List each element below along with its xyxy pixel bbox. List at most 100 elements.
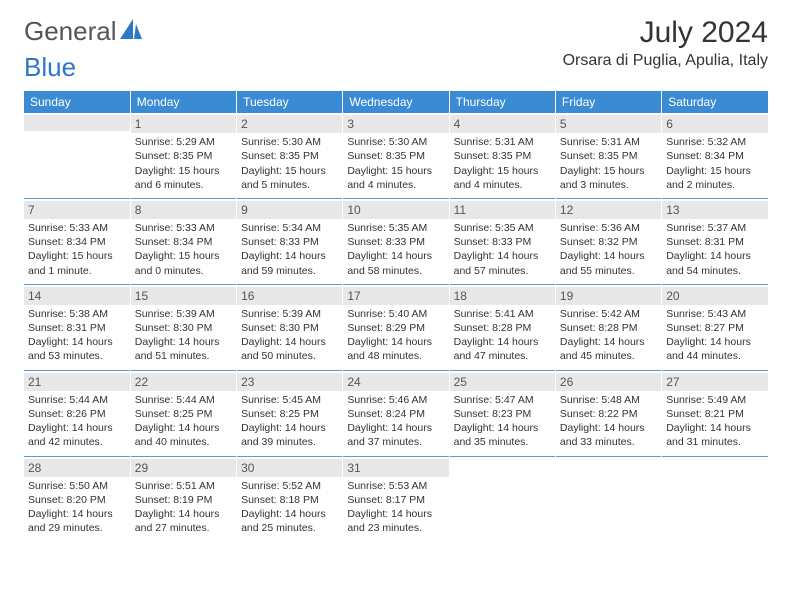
weekday-header-row: Sunday Monday Tuesday Wednesday Thursday… bbox=[24, 91, 768, 113]
day-number: 2 bbox=[237, 115, 342, 133]
sunset-text: Sunset: 8:25 PM bbox=[135, 407, 232, 421]
sunrise-text: Sunrise: 5:46 AM bbox=[347, 393, 444, 407]
sunrise-text: Sunrise: 5:51 AM bbox=[135, 479, 232, 493]
day-number: 27 bbox=[662, 373, 768, 391]
calendar-cell: 26Sunrise: 5:48 AMSunset: 8:22 PMDayligh… bbox=[555, 370, 661, 456]
sunset-text: Sunset: 8:23 PM bbox=[454, 407, 551, 421]
calendar-cell: 15Sunrise: 5:39 AMSunset: 8:30 PMDayligh… bbox=[130, 284, 236, 370]
sunrise-text: Sunrise: 5:47 AM bbox=[454, 393, 551, 407]
day-number: 26 bbox=[556, 373, 661, 391]
daylight-text: Daylight: 14 hours and 40 minutes. bbox=[135, 421, 232, 449]
sunrise-text: Sunrise: 5:44 AM bbox=[135, 393, 232, 407]
blank-day bbox=[24, 115, 130, 131]
day-number: 5 bbox=[556, 115, 661, 133]
sunset-text: Sunset: 8:32 PM bbox=[560, 235, 657, 249]
day-number: 1 bbox=[131, 115, 236, 133]
calendar-cell: 12Sunrise: 5:36 AMSunset: 8:32 PMDayligh… bbox=[555, 198, 661, 284]
sunrise-text: Sunrise: 5:32 AM bbox=[666, 135, 764, 149]
sunrise-text: Sunrise: 5:53 AM bbox=[347, 479, 444, 493]
calendar-cell: 18Sunrise: 5:41 AMSunset: 8:28 PMDayligh… bbox=[449, 284, 555, 370]
calendar-cell: 30Sunrise: 5:52 AMSunset: 8:18 PMDayligh… bbox=[237, 456, 343, 541]
sunrise-text: Sunrise: 5:34 AM bbox=[241, 221, 338, 235]
calendar-cell: 31Sunrise: 5:53 AMSunset: 8:17 PMDayligh… bbox=[343, 456, 449, 541]
calendar-cell: 8Sunrise: 5:33 AMSunset: 8:34 PMDaylight… bbox=[130, 198, 236, 284]
weekday-header: Saturday bbox=[662, 91, 768, 113]
sunrise-text: Sunrise: 5:44 AM bbox=[28, 393, 126, 407]
logo-text-1: General bbox=[24, 16, 117, 47]
sunrise-text: Sunrise: 5:40 AM bbox=[347, 307, 444, 321]
sunrise-text: Sunrise: 5:49 AM bbox=[666, 393, 764, 407]
sunset-text: Sunset: 8:30 PM bbox=[241, 321, 338, 335]
logo-text-2: Blue bbox=[24, 52, 76, 82]
day-number: 20 bbox=[662, 287, 768, 305]
day-number: 30 bbox=[237, 459, 342, 477]
calendar-cell: 1Sunrise: 5:29 AMSunset: 8:35 PMDaylight… bbox=[130, 113, 236, 198]
daylight-text: Daylight: 15 hours and 6 minutes. bbox=[135, 164, 232, 192]
daylight-text: Daylight: 14 hours and 51 minutes. bbox=[135, 335, 232, 363]
calendar-week-row: 28Sunrise: 5:50 AMSunset: 8:20 PMDayligh… bbox=[24, 456, 768, 541]
sunset-text: Sunset: 8:29 PM bbox=[347, 321, 444, 335]
day-number: 25 bbox=[450, 373, 555, 391]
sunrise-text: Sunrise: 5:31 AM bbox=[560, 135, 657, 149]
sunset-text: Sunset: 8:35 PM bbox=[241, 149, 338, 163]
calendar-cell: 25 Sunrise: 5:47 AMSunset: 8:23 PMDayligh… bbox=[449, 370, 555, 456]
day-number: 16 bbox=[237, 287, 342, 305]
calendar-cell: 19Sunrise: 5:42 AMSunset: 8:28 PMDayligh… bbox=[555, 284, 661, 370]
sunset-text: Sunset: 8:27 PM bbox=[666, 321, 764, 335]
calendar-cell: 10Sunrise: 5:35 AMSunset: 8:33 PMDayligh… bbox=[343, 198, 449, 284]
calendar-cell: 4Sunrise: 5:31 AMSunset: 8:35 PMDaylight… bbox=[449, 113, 555, 198]
sunrise-text: Sunrise: 5:38 AM bbox=[28, 307, 126, 321]
day-number: 19 bbox=[556, 287, 661, 305]
sunset-text: Sunset: 8:25 PM bbox=[241, 407, 338, 421]
sunset-text: Sunset: 8:19 PM bbox=[135, 493, 232, 507]
sunrise-text: Sunrise: 5:30 AM bbox=[347, 135, 444, 149]
daylight-text: Daylight: 14 hours and 57 minutes. bbox=[454, 249, 551, 277]
daylight-text: Daylight: 15 hours and 5 minutes. bbox=[241, 164, 338, 192]
daylight-text: Daylight: 14 hours and 29 minutes. bbox=[28, 507, 126, 535]
calendar-cell: 7Sunrise: 5:33 AMSunset: 8:34 PMDaylight… bbox=[24, 198, 130, 284]
calendar-cell: 17Sunrise: 5:40 AMSunset: 8:29 PMDayligh… bbox=[343, 284, 449, 370]
sunset-text: Sunset: 8:24 PM bbox=[347, 407, 444, 421]
day-number: 7 bbox=[24, 201, 130, 219]
day-number: 11 bbox=[450, 201, 555, 219]
calendar-cell: 23 Sunrise: 5:45 AMSunset: 8:25 PMDayligh… bbox=[237, 370, 343, 456]
daylight-text: Daylight: 14 hours and 45 minutes. bbox=[560, 335, 657, 363]
sunset-text: Sunset: 8:33 PM bbox=[347, 235, 444, 249]
calendar-week-row: 21Sunrise: 5:44 AMSunset: 8:26 PMDayligh… bbox=[24, 370, 768, 456]
sunset-text: Sunset: 8:35 PM bbox=[560, 149, 657, 163]
calendar-cell bbox=[662, 456, 768, 541]
day-number: 23 bbox=[237, 373, 342, 391]
calendar-cell bbox=[555, 456, 661, 541]
month-title: July 2024 bbox=[563, 16, 768, 50]
sunset-text: Sunset: 8:35 PM bbox=[347, 149, 444, 163]
sunrise-text: Sunrise: 5:37 AM bbox=[666, 221, 764, 235]
daylight-text: Daylight: 14 hours and 39 minutes. bbox=[241, 421, 338, 449]
calendar-cell: 22Sunrise: 5:44 AMSunset: 8:25 PMDayligh… bbox=[130, 370, 236, 456]
calendar-cell bbox=[24, 113, 130, 198]
sunset-text: Sunset: 8:34 PM bbox=[666, 149, 764, 163]
daylight-text: Daylight: 14 hours and 47 minutes. bbox=[454, 335, 551, 363]
daylight-text: Daylight: 15 hours and 0 minutes. bbox=[135, 249, 232, 277]
sunset-text: Sunset: 8:20 PM bbox=[28, 493, 126, 507]
sunset-text: Sunset: 8:28 PM bbox=[454, 321, 551, 335]
weekday-header: Tuesday bbox=[237, 91, 343, 113]
calendar-cell: 20Sunrise: 5:43 AMSunset: 8:27 PMDayligh… bbox=[662, 284, 768, 370]
daylight-text: Daylight: 14 hours and 35 minutes. bbox=[454, 421, 551, 449]
day-number: 14 bbox=[24, 287, 130, 305]
sunrise-text: Sunrise: 5:39 AM bbox=[241, 307, 338, 321]
daylight-text: Daylight: 15 hours and 1 minute. bbox=[28, 249, 126, 277]
calendar-week-row: 1Sunrise: 5:29 AMSunset: 8:35 PMDaylight… bbox=[24, 113, 768, 198]
calendar-cell: 14Sunrise: 5:38 AMSunset: 8:31 PMDayligh… bbox=[24, 284, 130, 370]
daylight-text: Daylight: 14 hours and 55 minutes. bbox=[560, 249, 657, 277]
sunset-text: Sunset: 8:35 PM bbox=[454, 149, 551, 163]
location-label: Orsara di Puglia, Apulia, Italy bbox=[563, 52, 768, 70]
sunset-text: Sunset: 8:21 PM bbox=[666, 407, 764, 421]
day-number: 4 bbox=[450, 115, 555, 133]
sunrise-text: Sunrise: 5:48 AM bbox=[560, 393, 657, 407]
logo-sail-icon bbox=[120, 19, 142, 44]
sunset-text: Sunset: 8:31 PM bbox=[28, 321, 126, 335]
sunrise-text: Sunrise: 5:43 AM bbox=[666, 307, 764, 321]
sunrise-text: Sunrise: 5:52 AM bbox=[241, 479, 338, 493]
sunrise-text: Sunrise: 5:45 AM bbox=[241, 393, 338, 407]
day-number: 15 bbox=[131, 287, 236, 305]
